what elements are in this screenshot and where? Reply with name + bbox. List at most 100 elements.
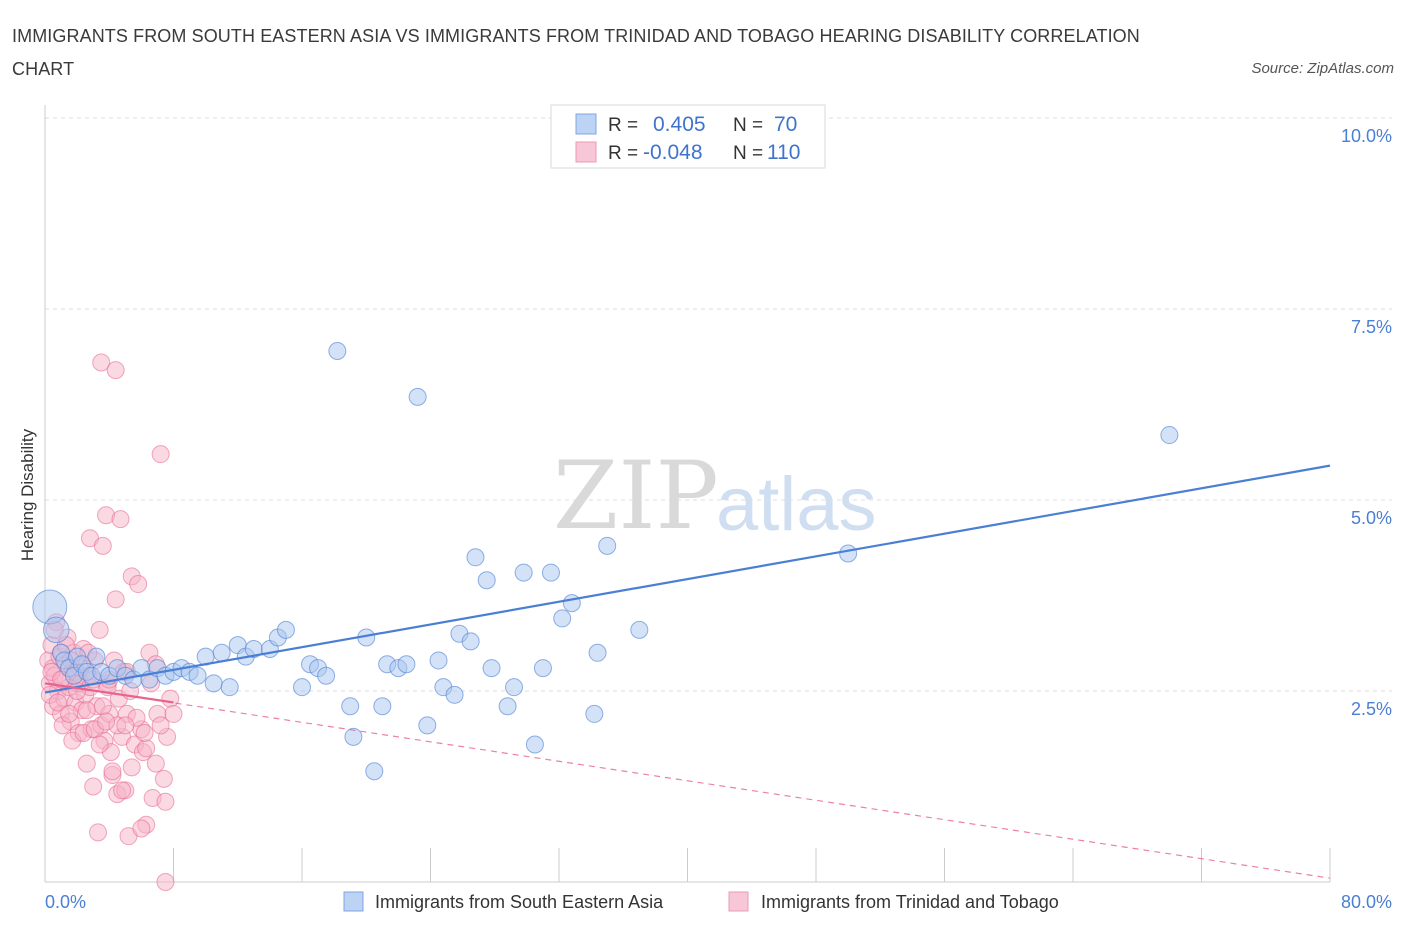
trend-line-pink [44,682,174,704]
data-point-pink [90,620,109,639]
x-tick-label: 80.0% [1341,892,1392,912]
data-point-pink [113,781,132,800]
series-legend-label-pink: Immigrants from Trinidad and Tobago [761,892,1059,912]
data-point-pink [93,697,112,716]
data-point-pink [156,873,175,891]
data-point-pink [106,590,125,609]
data-point-blue [498,697,517,716]
data-point-pink [151,716,170,735]
data-point-blue [408,387,427,406]
watermark-atlas: atlas [716,462,877,547]
series-legend: Immigrants from South Eastern Asia Immig… [343,891,1059,912]
y-tick-labels: 2.5% 5.0% 7.5% 10.0% [1341,126,1392,719]
x-tick-label: 0.0% [45,892,86,912]
data-point-blue [461,632,480,651]
data-point-blue [1160,426,1179,445]
correlation-legend: R = 0.405 N = 70 R = -0.048 N = 110 [550,104,826,169]
legend-r-value: -0.048 [643,141,703,164]
gridlines [45,117,1392,692]
data-point-pink [106,361,125,380]
data-point-pink [151,445,170,464]
data-point-pink [137,739,156,758]
data-point-pink [84,777,103,796]
blue-series-points [32,147,1179,781]
y-tick-label: 10.0% [1341,126,1392,146]
legend-swatch-blue [575,113,597,135]
data-point-pink [161,689,180,708]
data-point-pink [103,762,122,781]
data-point-pink [154,769,173,788]
data-point-pink [77,701,96,720]
data-point-blue [418,716,437,735]
data-point-pink [116,716,135,735]
legend-r-label: R = [608,115,638,136]
data-point-blue [220,678,239,697]
data-point-blue [514,563,533,582]
y-tick-label: 2.5% [1351,699,1392,719]
data-point-blue [477,571,496,590]
y-axis-label: Hearing Disability [18,428,37,561]
data-point-blue [212,643,231,662]
data-point-pink [164,704,183,723]
data-point-blue [553,609,572,628]
data-point-pink [135,724,154,743]
series-legend-swatch-pink [728,891,749,912]
y-tick-label: 7.5% [1351,317,1392,337]
trend-line-blue [44,464,1331,694]
data-point-blue [42,616,70,644]
data-point-blue [445,685,464,704]
data-point-blue [598,536,617,555]
trend-lines [44,464,1331,879]
data-point-blue [341,697,360,716]
chart-title: IMMIGRANTS FROM SOUTH EASTERN ASIA VS IM… [12,26,1140,79]
data-point-blue [562,594,581,613]
data-point-blue [328,342,347,361]
legend-r-label: R = [608,143,638,164]
data-point-pink [146,754,165,773]
data-point-pink [77,754,96,773]
data-point-blue [373,697,392,716]
data-point-blue [188,666,207,685]
y-tick-label: 5.0% [1351,508,1392,528]
data-point-blue [541,563,560,582]
data-point-blue [525,735,544,754]
data-point-blue [482,659,501,678]
series-legend-label-blue: Immigrants from South Eastern Asia [375,892,664,912]
legend-n-label: N = [733,115,763,136]
x-tick-labels: 0.0% 80.0% [45,892,1392,912]
data-point-pink [122,758,141,777]
data-point-blue [276,620,295,639]
watermark: ZIP atlas [553,442,877,551]
data-point-pink [132,819,151,838]
data-point-blue [466,548,485,567]
watermark-zip: ZIP [553,442,719,551]
legend-n-label: N = [733,143,763,164]
legend-n-value: 110 [767,141,800,164]
data-point-blue [839,544,858,563]
data-point-blue [87,647,106,666]
data-point-blue [204,674,223,693]
data-point-pink [48,693,67,712]
legend-n-value: 70 [774,113,797,136]
data-point-pink [93,536,112,555]
data-point-pink [97,712,116,731]
data-point-pink [129,575,148,594]
data-point-pink [111,510,130,529]
data-point-blue [344,727,363,746]
data-point-blue [588,643,607,662]
data-point-blue [365,762,384,781]
axes [44,105,1331,883]
legend-r-value: 0.405 [653,113,706,136]
data-point-pink [90,735,109,754]
data-point-pink [92,353,111,372]
data-point-blue [293,678,311,697]
data-point-blue [429,651,448,670]
data-point-blue [505,678,524,697]
data-point-pink [89,823,108,842]
data-point-blue [317,666,336,685]
legend-swatch-pink [575,141,597,163]
data-point-pink [156,792,175,811]
trend-line-pink-dashed [44,682,1331,879]
data-point-blue [585,704,604,723]
